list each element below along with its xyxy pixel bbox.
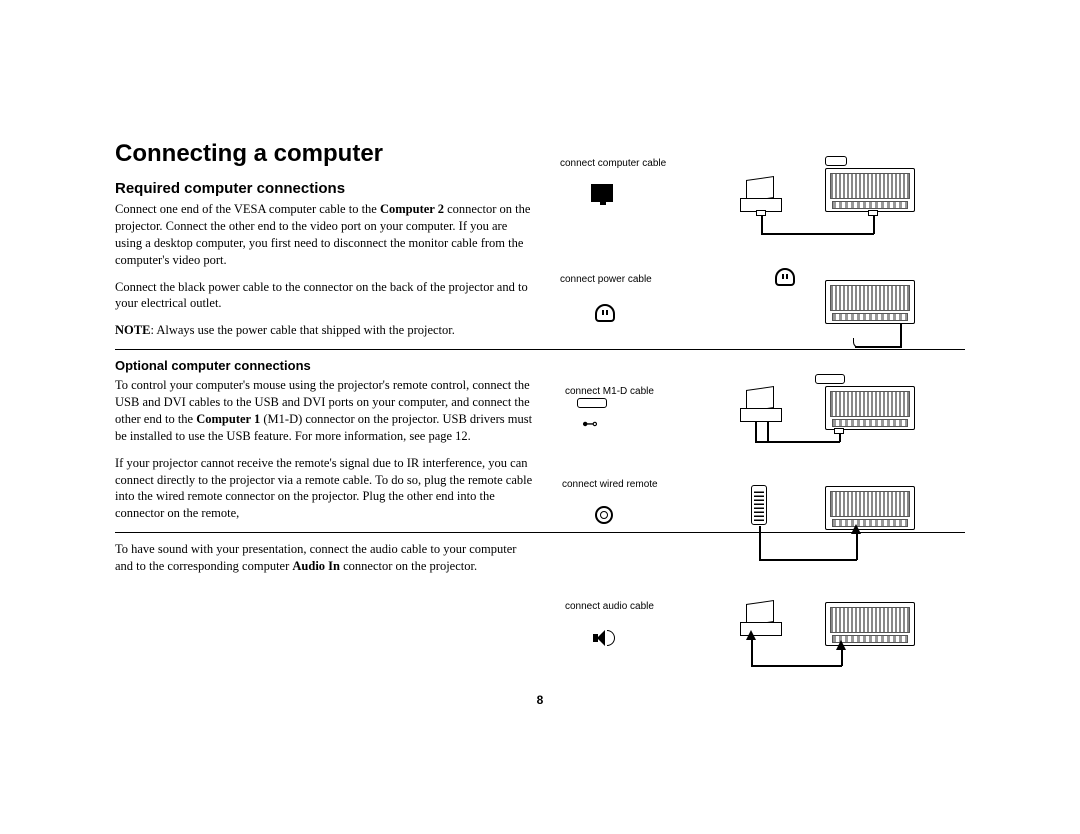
cable-1c — [761, 233, 874, 235]
section2-para1: To control your computer's mouse using t… — [115, 377, 535, 445]
section3-para: To have sound with your presentation, co… — [115, 541, 535, 575]
vga-port-icon — [825, 156, 847, 166]
laptop-illustration-2 — [740, 388, 780, 422]
caption-computer-cable: connect computer cable — [560, 158, 666, 169]
note-text: : Always use the power cable that shippe… — [150, 323, 454, 337]
dvi-port-icon — [577, 398, 607, 408]
plug-icon — [595, 304, 615, 322]
caption-m1d-cable: connect M1-D cable — [565, 386, 654, 397]
jack-icon — [595, 506, 613, 524]
usb-icon: ⊷ — [582, 414, 598, 434]
arrow-5a — [746, 630, 756, 640]
projector-illustration — [825, 168, 915, 212]
cable-4c — [759, 559, 857, 561]
text: Connect one end of the VESA computer cab… — [115, 202, 380, 216]
text: connector on the projector. — [340, 559, 477, 573]
bold-audioin: Audio In — [292, 559, 340, 573]
cable-2b — [855, 346, 902, 348]
section1-para2: Connect the black power cable to the con… — [115, 279, 535, 313]
bold-computer2: Computer 2 — [380, 202, 444, 216]
cable-3d — [755, 441, 840, 443]
arrow-4 — [851, 524, 861, 534]
caption-wired-remote: connect wired remote — [562, 479, 658, 490]
section1-para1: Connect one end of the VESA computer cab… — [115, 201, 535, 269]
caption-power-cable: connect power cable — [560, 274, 652, 285]
page-number: 8 — [115, 693, 965, 707]
section2-para2: If your projector cannot receive the rem… — [115, 455, 535, 523]
icon-monitor — [591, 184, 613, 202]
cable-5c — [751, 665, 842, 667]
section-required-heading: Required computer connections — [115, 180, 535, 197]
bold-computer1: Computer 1 — [196, 412, 260, 426]
divider — [115, 349, 965, 350]
laptop-illustration — [740, 178, 780, 212]
dvi-port-icon-2 — [815, 374, 845, 384]
divider — [115, 532, 965, 533]
note-label: NOTE — [115, 323, 150, 337]
projector-illustration-4 — [825, 486, 915, 530]
projector-illustration-2 — [825, 280, 915, 324]
cable-2c — [853, 338, 861, 348]
speaker-icon — [593, 630, 611, 646]
plug-icon-2 — [775, 268, 795, 286]
arrow-5b — [836, 640, 846, 650]
section-optional-heading: Optional computer connections — [115, 358, 535, 373]
caption-audio-cable: connect audio cable — [565, 601, 654, 612]
projector-illustration-3 — [825, 386, 915, 430]
remote-illustration — [751, 485, 767, 525]
section1-note: NOTE: Always use the power cable that sh… — [115, 322, 535, 339]
